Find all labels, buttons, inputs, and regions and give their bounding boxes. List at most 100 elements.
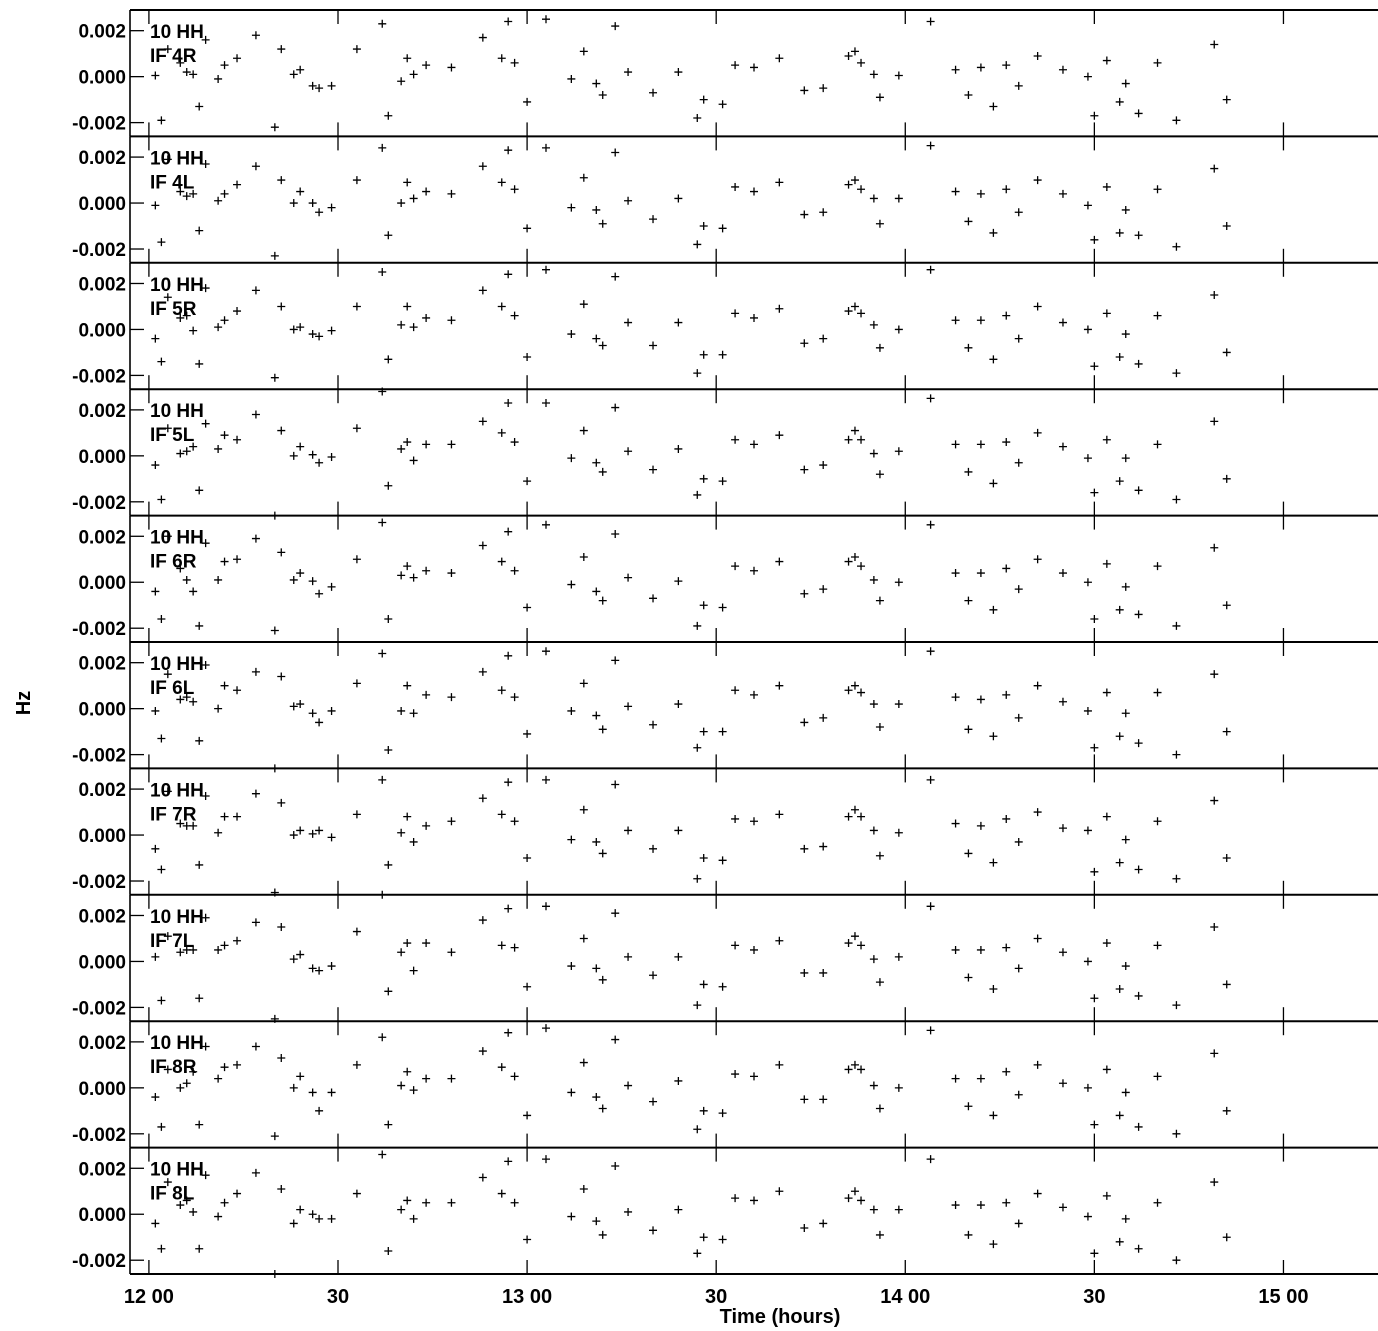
data-point [201,35,210,44]
data-point [699,1106,708,1115]
data-point [409,709,418,718]
data-point [497,686,506,695]
data-point [857,941,866,950]
data-point [624,952,633,961]
data-point [699,222,708,231]
y-tick-label: 0.002 [78,906,126,927]
data-point [819,461,828,470]
panel-label-if: IF 7R [150,804,197,825]
y-tick-label: 0.002 [78,22,126,43]
data-point [378,775,387,784]
data-point [189,821,198,830]
data-point [699,601,708,610]
data-point [315,718,324,727]
data-point [1058,1203,1067,1212]
data-point [289,1083,298,1092]
data-point [1033,1060,1042,1069]
data-point [1121,79,1130,88]
data-point [157,116,166,125]
data-point [422,61,431,70]
panel-label-if: IF 8L [150,1184,195,1205]
data-point [409,1214,418,1223]
data-point [157,238,166,247]
data-point [875,93,884,102]
data-point [151,587,160,596]
data-point [1153,58,1162,67]
y-tick-label: 0.000 [78,1205,126,1226]
panel-6: 0.002 0.000 -0.002 10 HH IF 6L [72,641,1378,773]
data-point [976,1201,985,1210]
data-point [1172,242,1181,251]
data-point [989,479,998,488]
data-point [699,350,708,359]
data-point [422,939,431,948]
data-point [869,826,878,835]
y-tick-label: -0.002 [72,619,126,640]
data-point [478,417,487,426]
data-point [157,1122,166,1131]
y-tick-label: -0.002 [72,1125,126,1146]
data-point [1090,743,1099,752]
data-point [201,660,210,669]
x-axis: 12 00 30 13 00 30 14 00 30 15 00 [124,1273,1378,1308]
data-point [1115,477,1124,486]
data-point [289,702,298,711]
data-point [504,651,513,660]
data-point [277,548,286,557]
data-point [989,102,998,111]
data-point [176,819,185,828]
data-point [409,837,418,846]
data-point [151,201,160,210]
data-point [1014,1090,1023,1099]
data-point [819,713,828,722]
data-point [233,936,242,945]
x-tick-label: 30 [1083,1286,1105,1308]
data-point [1172,116,1181,125]
panel-8: 0.002 0.000 -0.002 10 HH IF 7L [72,890,1378,1023]
data-point [674,318,683,327]
data-point [214,945,223,954]
data-point [497,557,506,566]
panel-label-if: IF 5R [150,299,197,320]
data-point [1002,1198,1011,1207]
data-point [182,447,191,456]
data-point [567,706,576,715]
data-point [1153,185,1162,194]
data-point [176,1201,185,1210]
data-point [1058,442,1067,451]
y-tick-label: 0.000 [78,447,126,468]
data-point [157,615,166,624]
panel-3: 0.002 0.000 -0.002 10 HH IF 5R [72,261,1378,390]
panel-label-baseline: 10 HH [150,401,204,422]
data-point [504,527,513,536]
data-point [926,1026,935,1035]
data-point [869,320,878,329]
panel-label-baseline: 10 HH [150,275,204,296]
data-point [214,704,223,713]
data-point [189,1067,198,1076]
data-point [151,1093,160,1102]
data-point [1083,826,1092,835]
data-point [649,215,658,224]
data-point [195,486,204,495]
data-point [819,84,828,93]
data-point [693,114,702,123]
data-point [1134,486,1143,495]
data-point [523,1111,532,1120]
data-point [233,812,242,821]
data-point [693,490,702,499]
data-point [251,534,260,543]
data-point [403,302,412,311]
data-point [182,192,191,201]
data-point [1172,1129,1181,1138]
data-point [1134,865,1143,874]
data-point [523,97,532,106]
data-point [378,1033,387,1042]
data-point [857,1065,866,1074]
data-point [251,31,260,40]
data-point [384,231,393,240]
data-point [163,293,172,302]
data-point [182,575,191,584]
data-point [649,594,658,603]
data-point [579,300,588,309]
